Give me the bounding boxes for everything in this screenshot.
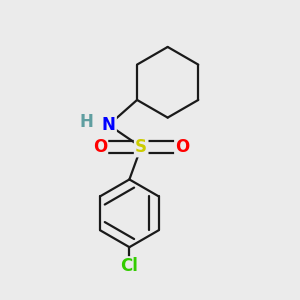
Text: H: H xyxy=(80,113,94,131)
Text: S: S xyxy=(135,138,147,156)
Text: O: O xyxy=(175,138,190,156)
Text: Cl: Cl xyxy=(121,257,138,275)
Text: N: N xyxy=(102,116,116,134)
Text: O: O xyxy=(93,138,107,156)
